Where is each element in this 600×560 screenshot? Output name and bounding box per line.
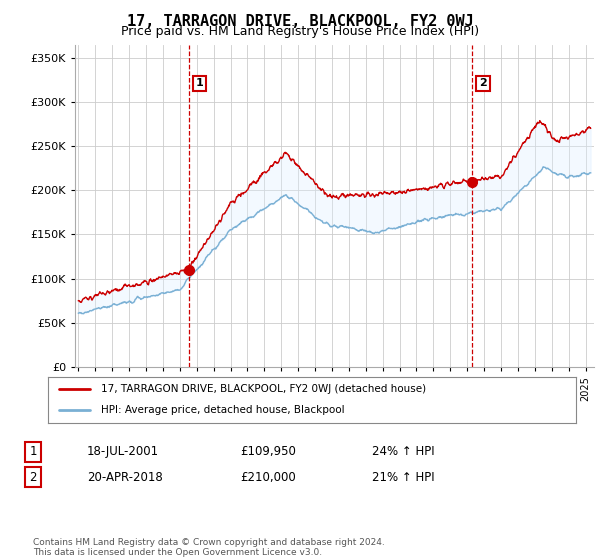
Text: 24% ↑ HPI: 24% ↑ HPI (372, 445, 434, 459)
Text: Price paid vs. HM Land Registry's House Price Index (HPI): Price paid vs. HM Land Registry's House … (121, 25, 479, 38)
Text: 17, TARRAGON DRIVE, BLACKPOOL, FY2 0WJ (detached house): 17, TARRAGON DRIVE, BLACKPOOL, FY2 0WJ (… (101, 384, 426, 394)
Text: 20-APR-2018: 20-APR-2018 (87, 470, 163, 484)
Text: 18-JUL-2001: 18-JUL-2001 (87, 445, 159, 459)
Text: 17, TARRAGON DRIVE, BLACKPOOL, FY2 0WJ: 17, TARRAGON DRIVE, BLACKPOOL, FY2 0WJ (127, 14, 473, 29)
Text: 1: 1 (196, 78, 203, 88)
Text: £109,950: £109,950 (240, 445, 296, 459)
Text: Contains HM Land Registry data © Crown copyright and database right 2024.
This d: Contains HM Land Registry data © Crown c… (33, 538, 385, 557)
Text: 21% ↑ HPI: 21% ↑ HPI (372, 470, 434, 484)
Text: £210,000: £210,000 (240, 470, 296, 484)
Text: 2: 2 (29, 470, 37, 484)
Text: 1: 1 (29, 445, 37, 459)
Text: 2: 2 (479, 78, 487, 88)
Text: HPI: Average price, detached house, Blackpool: HPI: Average price, detached house, Blac… (101, 405, 344, 416)
